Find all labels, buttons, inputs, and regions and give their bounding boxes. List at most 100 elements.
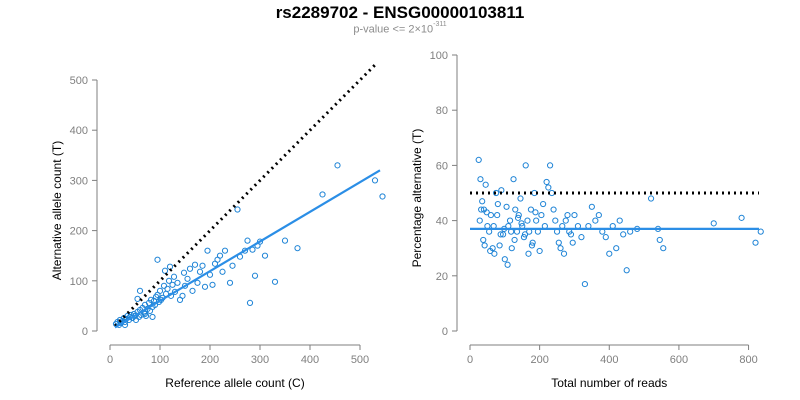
chart2-data-point [481,242,488,249]
chart2-data-point [515,211,522,219]
chart2-data-point [660,245,667,252]
chart1-data-point [184,275,191,282]
chart1-data-point [244,237,251,244]
chart2-data-point [620,231,627,238]
chart2-data-point [616,217,623,224]
chart1-data-point [216,252,224,259]
chart2-data-point [479,198,486,205]
chart2-data-point [592,217,599,224]
chart1-y-tick-label: 0 [82,326,88,338]
chart2-data-point [518,220,525,227]
chart2-data-point [525,250,532,257]
chart2-data-point [493,189,500,197]
chart1-data-point [179,292,186,299]
chart1-y-tick-label: 200 [70,226,88,238]
chart2-data-point [623,267,630,274]
chart2-data-point [562,217,569,224]
chart2-data-point [560,250,568,257]
chart1-data-point [174,279,181,286]
chart1-data-point [161,267,169,274]
chart2-data-point [499,231,507,238]
chart2-data-point [738,214,745,221]
chart1-data-point [209,281,216,288]
chart2-y-tick-label: 0 [442,326,448,338]
chart2-data-point [478,206,485,213]
chart2-x-tick-label: 0 [467,354,473,366]
chart2-data-point [522,162,529,169]
chart1-data-point [189,287,196,294]
chart2-data-point [533,217,540,224]
chart2-x-tick-label: 400 [600,354,618,366]
chart1-data-point [219,268,226,275]
chart1-data-point [169,281,176,288]
chart2-data-point [581,280,589,288]
chart2-data-point [647,195,655,202]
chart1-data-point [221,247,229,254]
chart2-data-point [550,206,557,213]
chart2-data-point [476,217,483,224]
chart1-x-tick-label: 400 [301,354,319,366]
chart2-data-point [528,242,536,249]
chart1-data-point [191,261,199,268]
chart1-data-point [371,177,379,184]
chart2-data-point [548,189,555,197]
chart1-fit-line [114,169,381,329]
chart2-data-point [501,256,508,263]
chart2-data-point [496,242,503,249]
chart2-data-point [480,236,487,244]
chart1-data-point [294,245,301,252]
chart2-data-point [757,228,764,235]
chart1-data-point [281,237,289,244]
chart2-data-point [477,176,484,183]
chart2-data-point [752,239,759,246]
chart1-data-point [170,273,178,280]
chart2-data-point [595,211,602,219]
chart1-x-tick-label: 100 [151,354,169,366]
chart1-data-point [134,295,141,302]
chart2-data-point [532,209,539,216]
chart1-data-point [226,279,234,286]
chart2-data-point [567,231,575,238]
chart1-data-point [334,162,341,169]
chart1-data-point [234,206,241,213]
chart2-data-point [508,245,515,252]
chart2-data-point [564,211,571,219]
chart-title: rs2289702 - ENSG00000103811 [275,3,525,22]
chart1-data-point [171,288,179,295]
chart2-data-point [578,234,585,241]
chart1-x-tick-label: 0 [107,354,113,366]
chart1-data-point [180,269,188,276]
chart1-data-point [160,282,168,289]
chart1-data-point [149,313,156,321]
chart2-data-point [520,234,528,241]
chart1-data-point [271,278,279,285]
chart2-data-point [545,184,552,191]
chart1-data-point [166,263,174,270]
chart2-data-point [506,217,514,224]
chart2-data-point [491,250,498,257]
chart1-x-axis-label: Reference allele count (C) [165,376,304,390]
chart2-data-point [487,247,494,255]
chart1-y-tick-label: 400 [70,125,88,137]
chart2-x-tick-label: 800 [739,354,757,366]
chart2-x-tick-label: 200 [530,354,548,366]
chart2-x-tick-label: 600 [670,354,688,366]
chart2-data-point [517,195,524,202]
chart2-data-point [557,245,564,252]
chart1-y-tick-label: 500 [70,75,88,87]
subtitle-prefix: p-value <= 2×10 [353,23,434,36]
chart2-data-point [656,236,663,244]
chart2-data-point [538,211,545,219]
chart2-x-axis-label: Total number of reads [551,376,667,390]
chart2-data-point [510,176,517,183]
chart1-data-point [136,287,144,294]
chart1-data-point [204,247,211,254]
chart-subtitle: p-value <= 2×10-311 [0,21,800,36]
chart1-reference-line [113,61,379,328]
chart1-data-point [164,285,171,292]
chart2-y-axis-label: Percentage alternative (T) [410,129,424,268]
chart1-data-point [154,256,161,263]
chart1-data-point [256,238,264,245]
